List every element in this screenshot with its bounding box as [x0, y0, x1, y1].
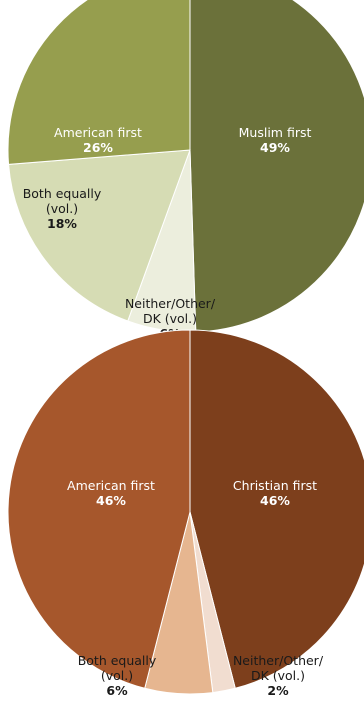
muslims-slice-value-3: 26%	[83, 140, 113, 155]
muslims-slice-0	[189, 0, 364, 333]
christians-slice-value-3: 46%	[96, 493, 126, 508]
christians-slice-value-1: 2%	[267, 683, 289, 698]
christians-slice-label-2: Both equally (vol.) 6%	[78, 653, 157, 698]
muslims-slice-label-2: Both equally (vol.) 18%	[23, 186, 102, 231]
muslims-slice-label-3: American first 26%	[54, 125, 142, 155]
christians-slice-value-2: 6%	[106, 683, 128, 698]
christians-slice-label-0: Christian first 46%	[233, 478, 317, 508]
muslims-slice-3	[7, 0, 191, 165]
muslims-slice-value-0: 49%	[260, 140, 290, 155]
muslims-slice-label-0: Muslim first 49%	[239, 125, 312, 155]
muslims-slice-2	[8, 149, 191, 322]
christians-slice-label-1: Neither/Other/DK (vol.) 2%	[233, 653, 324, 698]
christians-slice-3	[7, 329, 191, 689]
christians-slice-value-0: 46%	[260, 493, 290, 508]
muslims-slice-value-2: 18%	[47, 216, 77, 231]
christians-slice-label-3: American first 46%	[67, 478, 155, 508]
christians-slice-0	[189, 329, 364, 689]
